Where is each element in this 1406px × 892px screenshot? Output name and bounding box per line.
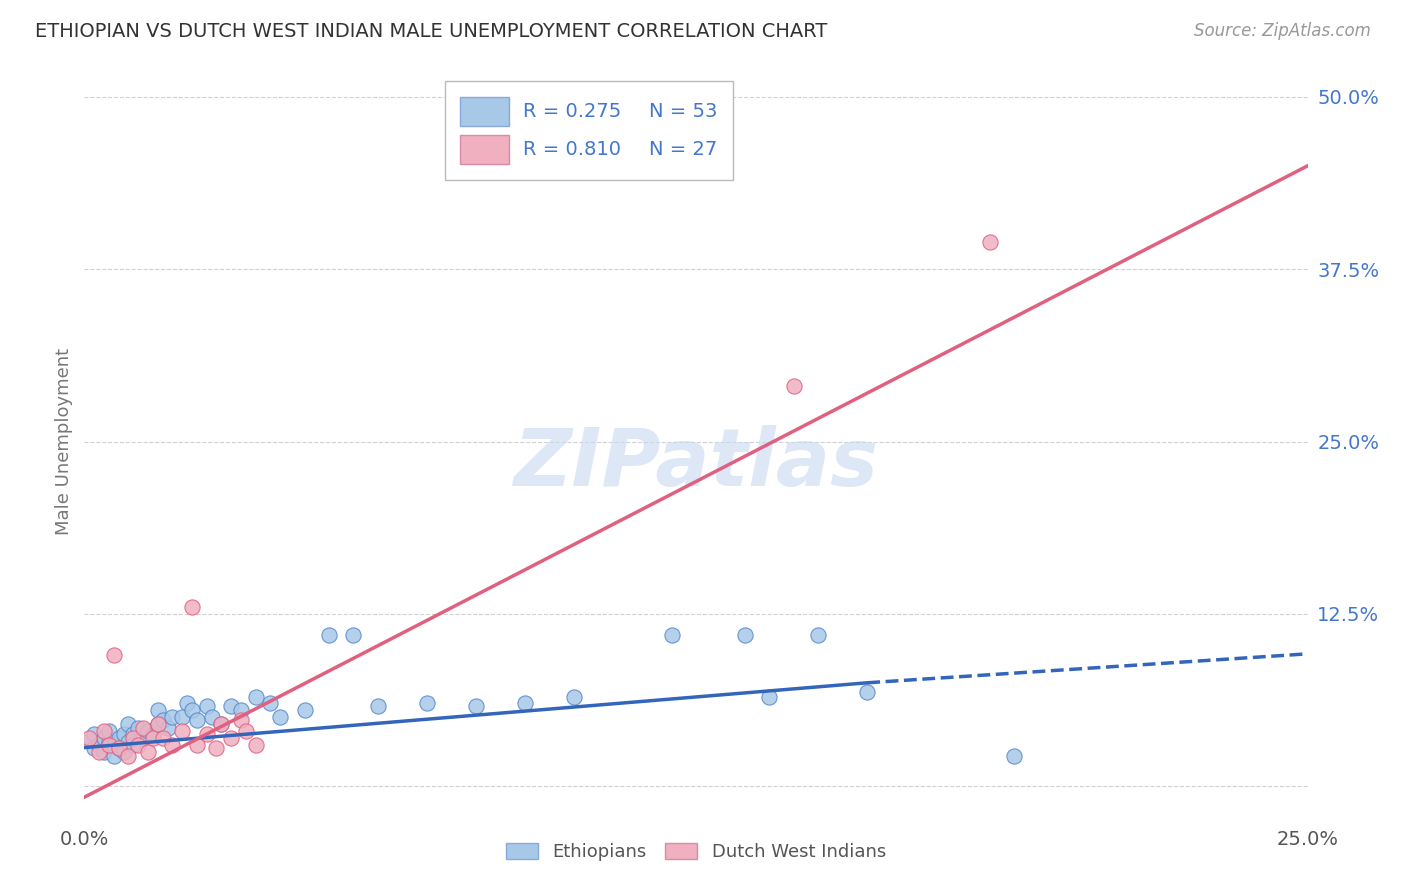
Point (229, 703, 252, 717)
Text: N = 53: N = 53 (650, 103, 718, 121)
FancyBboxPatch shape (460, 136, 509, 164)
Point (127, 738, 149, 752)
Point (122, 727, 145, 741)
Point (200, 710, 222, 724)
Point (77, 733, 100, 747)
Point (152, 731, 174, 745)
Point (209, 717, 232, 731)
Point (367, 699, 389, 714)
Point (186, 713, 208, 727)
Point (122, 738, 145, 752)
Point (117, 717, 139, 731)
Point (107, 740, 129, 755)
Point (132, 731, 155, 745)
Point (661, 627, 683, 641)
Point (235, 724, 257, 739)
Point (294, 703, 316, 717)
Point (513, 697, 536, 711)
Point (136, 724, 159, 739)
Point (219, 731, 242, 745)
Point (186, 738, 208, 752)
Point (103, 748, 125, 763)
Point (117, 735, 139, 749)
Point (136, 745, 159, 759)
Point (103, 648, 125, 663)
Point (807, 627, 830, 641)
Point (112, 745, 135, 759)
Point (342, 627, 364, 641)
Y-axis label: Male Unemployment: Male Unemployment (55, 348, 73, 535)
Text: R = 0.275: R = 0.275 (523, 103, 621, 121)
Point (464, 699, 486, 714)
Point (172, 710, 194, 724)
Point (979, 235, 1001, 249)
Point (87, 745, 110, 759)
Point (146, 717, 169, 731)
Point (219, 699, 242, 714)
Point (181, 599, 204, 614)
Point (122, 731, 145, 745)
Point (117, 748, 139, 763)
Point (269, 710, 291, 724)
Point (162, 710, 184, 724)
Point (856, 685, 879, 699)
Point (562, 690, 585, 704)
Point (245, 738, 267, 752)
Text: Source: ZipAtlas.com: Source: ZipAtlas.com (1194, 22, 1371, 40)
Point (97, 724, 120, 739)
Point (209, 717, 232, 731)
Point (93, 731, 115, 745)
Text: ZIPatlas: ZIPatlas (513, 425, 879, 503)
Point (103, 738, 125, 752)
Point (783, 379, 806, 393)
Point (205, 740, 228, 755)
Point (93, 724, 115, 739)
Point (245, 690, 267, 704)
Point (162, 738, 184, 752)
Point (142, 727, 165, 741)
Point (152, 713, 174, 727)
Point (416, 697, 439, 711)
Point (1002, 748, 1025, 763)
Point (112, 727, 135, 741)
Point (259, 697, 281, 711)
Text: ETHIOPIAN VS DUTCH WEST INDIAN MALE UNEMPLOYMENT CORRELATION CHART: ETHIOPIAN VS DUTCH WEST INDIAN MALE UNEM… (35, 22, 828, 41)
Point (195, 699, 218, 714)
Point (146, 703, 169, 717)
Point (83, 740, 105, 755)
Point (146, 717, 169, 731)
Point (107, 731, 129, 745)
Point (734, 627, 756, 641)
Text: R = 0.810: R = 0.810 (523, 140, 621, 159)
Legend: Ethiopians, Dutch West Indians: Ethiopians, Dutch West Indians (499, 836, 893, 869)
FancyBboxPatch shape (460, 97, 509, 126)
Point (132, 721, 155, 735)
Point (93, 745, 115, 759)
Point (318, 627, 340, 641)
Point (172, 724, 194, 739)
Point (181, 703, 204, 717)
Point (176, 697, 198, 711)
FancyBboxPatch shape (446, 81, 733, 180)
Point (229, 713, 252, 727)
Point (83, 727, 105, 741)
Point (107, 740, 129, 755)
Text: N = 27: N = 27 (650, 140, 717, 159)
Point (195, 727, 218, 741)
Point (87, 738, 110, 752)
Point (142, 731, 165, 745)
Point (758, 690, 780, 704)
Point (97, 735, 120, 749)
Point (97, 738, 120, 752)
Point (77, 731, 100, 745)
Point (156, 721, 179, 735)
Point (127, 721, 149, 735)
